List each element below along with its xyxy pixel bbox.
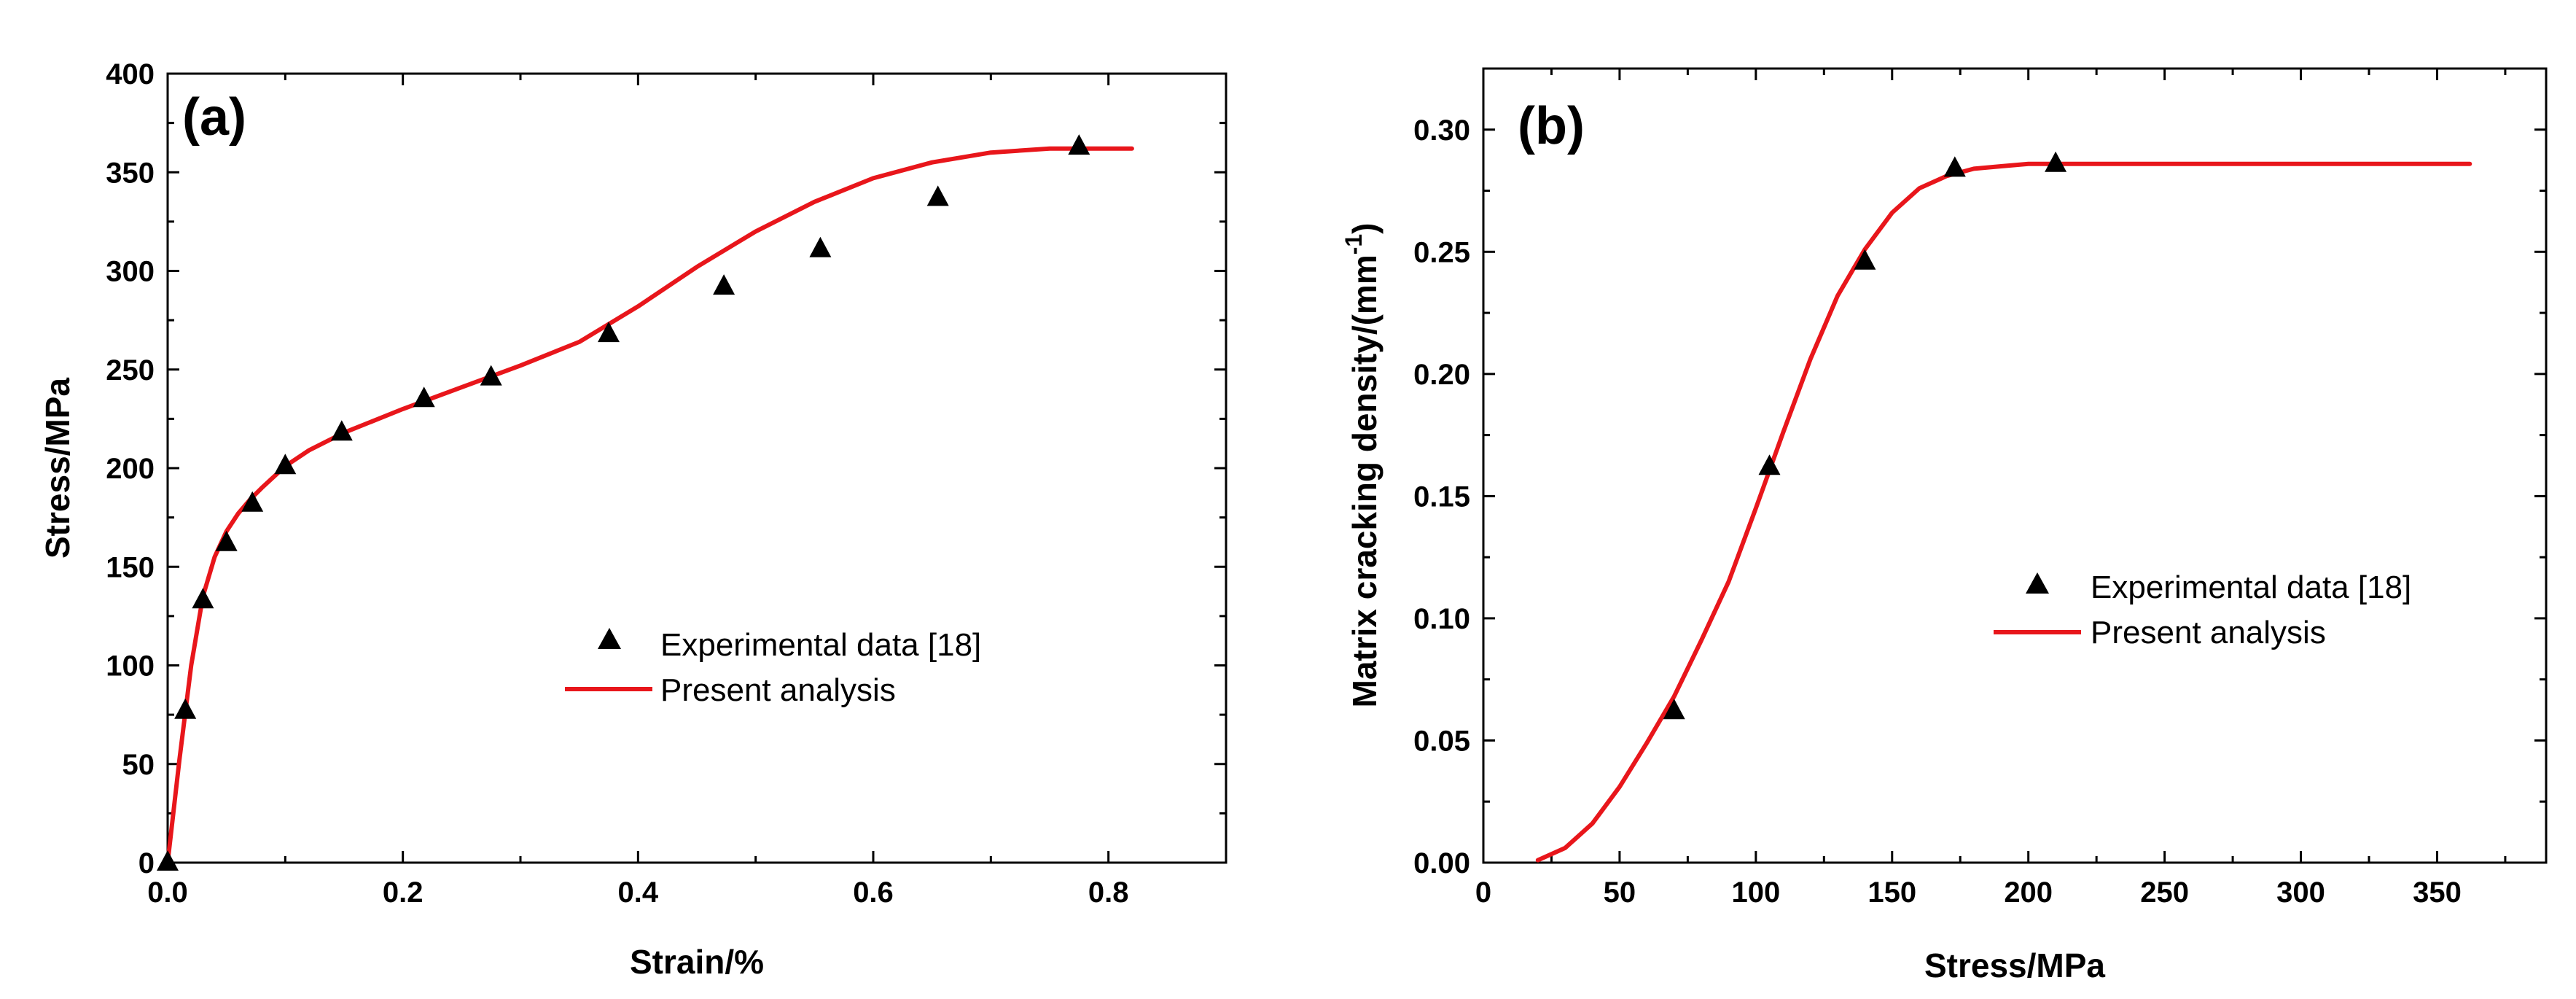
x-tick-label: 150 xyxy=(1867,876,1916,909)
data-point-triangle xyxy=(926,185,949,206)
y-axis-label: Stress/MPa xyxy=(39,378,77,559)
x-tick-label: 0.8 xyxy=(1088,876,1129,909)
data-point-triangle xyxy=(2045,151,2067,172)
data-point-triangle xyxy=(1068,134,1090,155)
data-point-triangle xyxy=(809,236,832,257)
y-axis-label-suffix: ) xyxy=(1346,223,1383,234)
y-tick-label: 0.05 xyxy=(1413,725,1470,757)
x-tick-label: 0.6 xyxy=(853,876,894,909)
data-point-triangle xyxy=(330,420,353,441)
series-layer xyxy=(157,134,1134,871)
y-tick-label: 50 xyxy=(122,749,155,781)
plot-frame xyxy=(1482,67,2548,864)
y-tick-label: 300 xyxy=(106,256,155,288)
y-tick-label: 150 xyxy=(106,551,155,583)
y-axis-label-superscript: -1 xyxy=(1340,234,1367,254)
legend: Experimental data [18] Present analysis xyxy=(565,627,981,708)
data-point-triangle xyxy=(413,386,435,408)
axis-tick-labels: 0.0 0.2 0.4 0.6 0.8 0 50 100 150 200 250 300 350 400 xyxy=(106,58,1128,909)
y-tick-label: 0.20 xyxy=(1413,359,1470,391)
data-point-triangle xyxy=(241,491,264,512)
legend: Experimental data [18] Present analysis xyxy=(1994,570,2411,650)
legend-label-experimental: Experimental data [18] xyxy=(2091,570,2411,605)
x-tick-label: 100 xyxy=(1731,876,1780,909)
x-tick-label: 300 xyxy=(2276,876,2325,909)
x-tick-label: 0.2 xyxy=(383,876,424,909)
x-tick-label: 50 xyxy=(1604,876,1636,909)
data-point-triangle xyxy=(274,454,297,475)
y-tick-label: 400 xyxy=(106,58,155,90)
data-point-triangle xyxy=(174,698,197,719)
y-tick-label: 100 xyxy=(106,650,155,683)
data-point-triangle xyxy=(598,322,620,343)
x-tick-label: 250 xyxy=(2140,876,2189,909)
panel-label: (a) xyxy=(182,88,246,147)
x-tick-label: 0.0 xyxy=(147,876,188,909)
data-point-triangle xyxy=(215,530,238,551)
chart-panel-b: 0 50 100 150 200 250 300 350 0.00 0.05 0.10 0.15 0.2… xyxy=(1340,67,2548,984)
x-tick-label: 0.4 xyxy=(618,876,659,909)
x-axis-label: Stress/MPa xyxy=(1924,946,2105,984)
legend-label-present: Present analysis xyxy=(2091,615,2326,650)
data-point-triangle xyxy=(192,588,214,609)
y-axis-label-main: Matrix cracking density/(mm xyxy=(1346,254,1383,707)
data-point-triangle xyxy=(1943,156,1966,177)
axis-tick-labels: 0 50 100 150 200 250 300 350 0.00 0.05 0.10 0.15 0.2… xyxy=(1413,114,2462,909)
y-tick-label: 0.10 xyxy=(1413,603,1470,635)
chart-panel-a: 0.0 0.2 0.4 0.6 0.8050100150200250300350400 … xyxy=(39,58,1227,981)
y-tick-label: 250 xyxy=(106,354,155,386)
x-axis-label: Strain/% xyxy=(630,943,764,981)
panel-label: (b) xyxy=(1518,97,1585,155)
x-tick-label: 350 xyxy=(2413,876,2462,909)
y-tick-label: 0.30 xyxy=(1413,114,1470,147)
y-tick-label: 0 xyxy=(138,847,155,879)
y-axis-label: Matrix cracking density/(mm-1) xyxy=(1340,223,1383,708)
x-tick-label: 0 xyxy=(1475,876,1491,909)
x-tick-label: 200 xyxy=(2004,876,2053,909)
y-tick-label: 0.15 xyxy=(1413,481,1470,513)
data-point-triangle xyxy=(157,850,179,871)
data-point-triangle xyxy=(1663,699,1685,720)
y-tick-label: 350 xyxy=(106,157,155,189)
legend-marker-triangle xyxy=(2026,572,2049,594)
legend-marker-triangle xyxy=(598,628,621,649)
series-line-present-analysis xyxy=(1535,161,2472,863)
y-tick-label: 0.00 xyxy=(1413,847,1470,879)
plot-frame xyxy=(166,72,1227,864)
data-point-triangle xyxy=(1758,454,1781,475)
data-point-triangle xyxy=(1854,249,1876,270)
series-layer xyxy=(1535,151,2472,863)
data-point-triangle xyxy=(480,365,502,386)
axis-ticks xyxy=(1482,67,2546,864)
legend-label-present: Present analysis xyxy=(660,672,896,708)
legend-label-experimental: Experimental data [18] xyxy=(660,627,981,663)
series-line-present-analysis xyxy=(165,146,1134,865)
y-tick-label: 0.25 xyxy=(1413,236,1470,268)
data-point-triangle xyxy=(713,274,735,295)
axis-ticks xyxy=(166,72,1227,864)
y-tick-label: 200 xyxy=(106,453,155,485)
